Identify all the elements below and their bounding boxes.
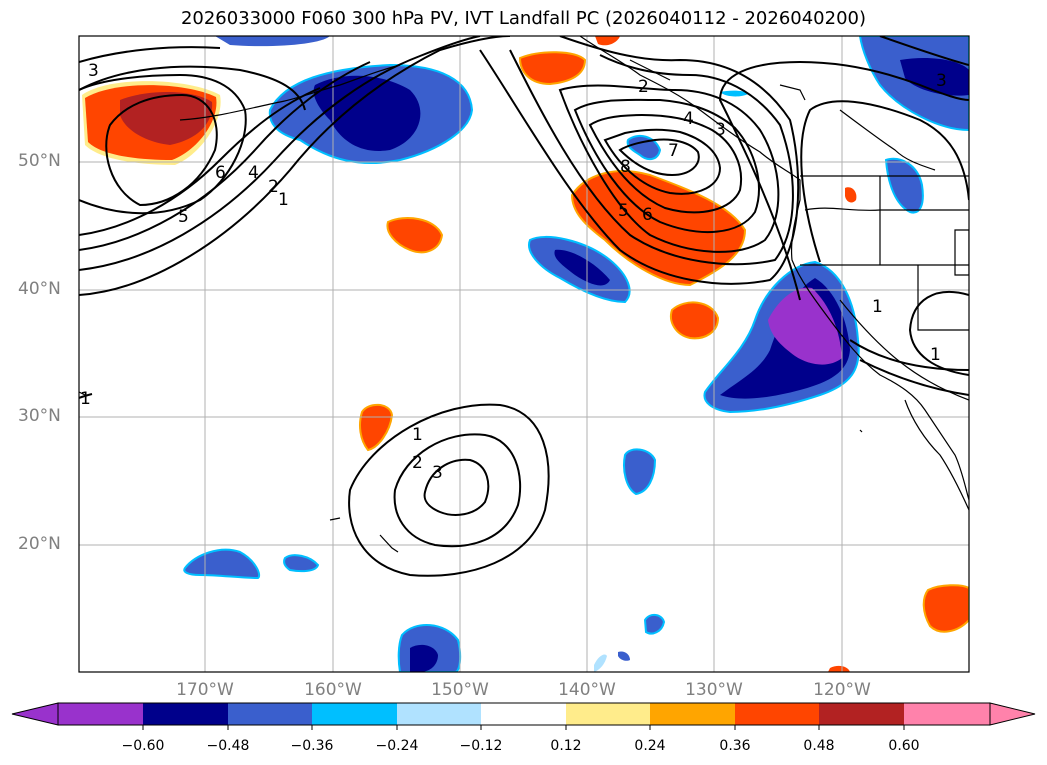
lon-label-160w: 160°W — [304, 680, 362, 700]
colorbar-tick-label: −0.60 — [121, 738, 165, 754]
map-title: 2026033000 F060 300 hPa PV, IVT Landfall… — [180, 8, 867, 29]
colorbar-swatch — [312, 703, 397, 725]
lon-label-140w: 140°W — [558, 680, 616, 700]
colorbar-tick-label: −0.24 — [375, 738, 419, 754]
contour-label: 1 — [412, 425, 423, 445]
colorbar-tick-label: −0.48 — [206, 738, 250, 754]
contour-label: 7 — [668, 141, 679, 161]
colorbar-swatch — [58, 703, 143, 725]
contour-label: 3 — [432, 463, 443, 483]
colorbar-tick-label: 0.60 — [888, 738, 920, 754]
contour-label: 4 — [683, 109, 694, 129]
colorbar-swatch — [397, 703, 481, 725]
contour-label: 6 — [215, 163, 226, 183]
contour-label: 2 — [412, 453, 423, 473]
contour-labels: 3 6 5 4 2 1 7 8 6 5 4 3 2 1 1 2 3 1 3 1 — [80, 61, 947, 483]
colorbar — [11, 702, 1036, 730]
colorbar-tick-label: 0.12 — [550, 738, 582, 754]
colorbar-extend-right — [989, 702, 1036, 726]
contour-label: 2 — [638, 77, 649, 97]
contour-label: 6 — [642, 205, 653, 225]
colorbar-swatch — [735, 703, 819, 725]
contour-label: 8 — [620, 157, 631, 177]
pv-shading — [82, 36, 969, 672]
lat-label-40n: 40°N — [18, 279, 61, 299]
contour-label: 4 — [248, 163, 259, 183]
lon-label-150w: 150°W — [431, 680, 489, 700]
contour-label: 2 — [268, 177, 279, 197]
colorbar-tick-label: 0.48 — [803, 738, 835, 754]
lon-label-170w: 170°W — [176, 680, 234, 700]
lat-label-30n: 30°N — [18, 406, 61, 426]
lat-label-50n: 50°N — [18, 151, 61, 171]
lon-label-120w: 120°W — [813, 680, 871, 700]
contour-label: 5 — [178, 207, 189, 227]
colorbar-tick-label: 0.24 — [634, 738, 666, 754]
contour-label: 3 — [936, 71, 947, 91]
colorbar-swatch — [650, 703, 735, 725]
colorbar-tick-label: 0.36 — [719, 738, 751, 754]
colorbar-tick-label: −0.36 — [290, 738, 334, 754]
contour-label: 1 — [872, 297, 883, 317]
map-frame — [78, 35, 970, 673]
contour-label: 3 — [88, 61, 99, 81]
colorbar-swatch — [481, 703, 566, 725]
contour-label: 5 — [618, 201, 629, 221]
pv-contours — [79, 36, 969, 577]
lat-label-20n: 20°N — [18, 534, 61, 554]
lon-label-130w: 130°W — [685, 680, 743, 700]
colorbar-swatch — [566, 703, 650, 725]
colorbar-tick-label: −0.12 — [459, 738, 503, 754]
colorbar-swatch — [228, 703, 312, 725]
graticule — [79, 36, 969, 672]
contour-label: 1 — [278, 190, 289, 210]
contour-label: 1 — [930, 345, 941, 365]
colorbar-swatch — [819, 703, 904, 725]
contour-label: 1 — [80, 389, 91, 409]
colorbar-extend-left — [11, 702, 59, 726]
colorbar-swatch — [904, 703, 990, 725]
colorbar-swatch — [143, 703, 228, 725]
contour-label: 3 — [715, 120, 726, 140]
